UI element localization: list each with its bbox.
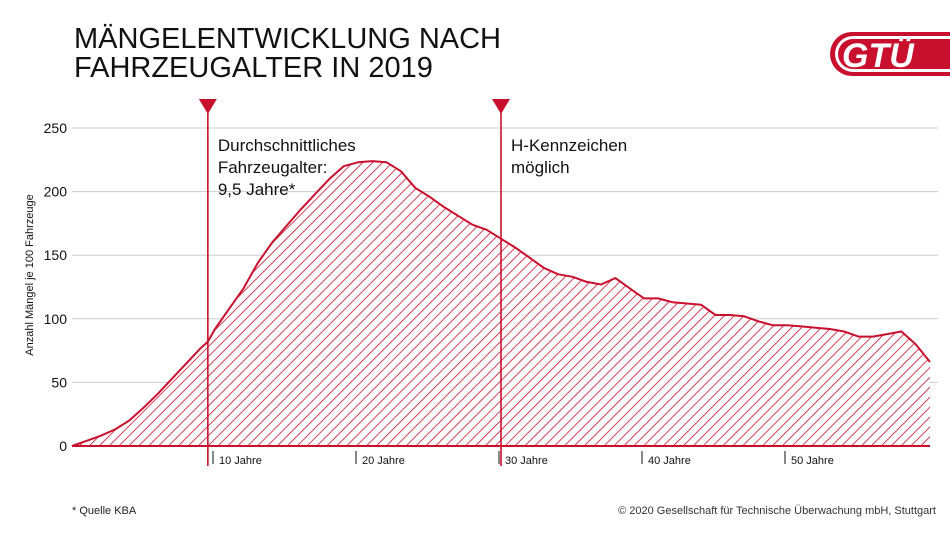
x-tick-label-50: 50 Jahre [791,455,834,467]
chart-title-line-1: MÄNGELENTWICKLUNG NACH [74,23,501,55]
annotation-marker-2 [492,99,510,114]
logo-text: GTÜ [842,37,915,75]
y-axis-label: Anzahl Mängel je 100 Fahrzeuge [24,194,36,355]
y-tick-label-150: 150 [44,247,68,263]
x-tick-label-30: 30 Jahre [505,455,548,467]
y-axis-ticks: 0 50 100 150 200 250 [44,120,68,454]
annotation-text-2: möglich [511,158,570,177]
x-tick-label-20: 20 Jahre [362,455,405,467]
y-tick-label-50: 50 [51,374,67,390]
x-tick-label-10: 10 Jahre [219,455,262,467]
annotation-text-1: Fahrzeugalter: [218,158,328,177]
y-tick-label-0: 0 [59,438,67,454]
annotation-markers: Durchschnittliches Fahrzeugalter: 9,5 Jahr… [198,99,627,466]
annotation-text-1: 9,5 Jahre* [218,180,296,199]
annotation-text-2: H-Kennzeichen [511,136,627,155]
annotation-marker-1 [198,99,217,114]
chart-title-line-2: FAHRZEUGALTER IN 2019 [74,52,433,84]
area-line [71,160,931,447]
x-tick-label-40: 40 Jahre [648,455,691,467]
chart-title: MÄNGELENTWICKLUNG NACH FAHRZEUGALTER IN … [74,25,501,83]
annotation-text-1: Durchschnittliches [218,136,356,155]
y-tick-label-200: 200 [44,184,68,200]
gtu-logo: GTÜ [826,30,950,78]
copyright-notice: © 2020 Gesellschaft für Technische Überw… [618,505,936,517]
y-tick-label-100: 100 [44,311,68,327]
y-tick-label-250: 250 [44,120,68,136]
source-footnote: * Quelle KBA [72,505,137,517]
logo-badge-core [838,39,950,69]
